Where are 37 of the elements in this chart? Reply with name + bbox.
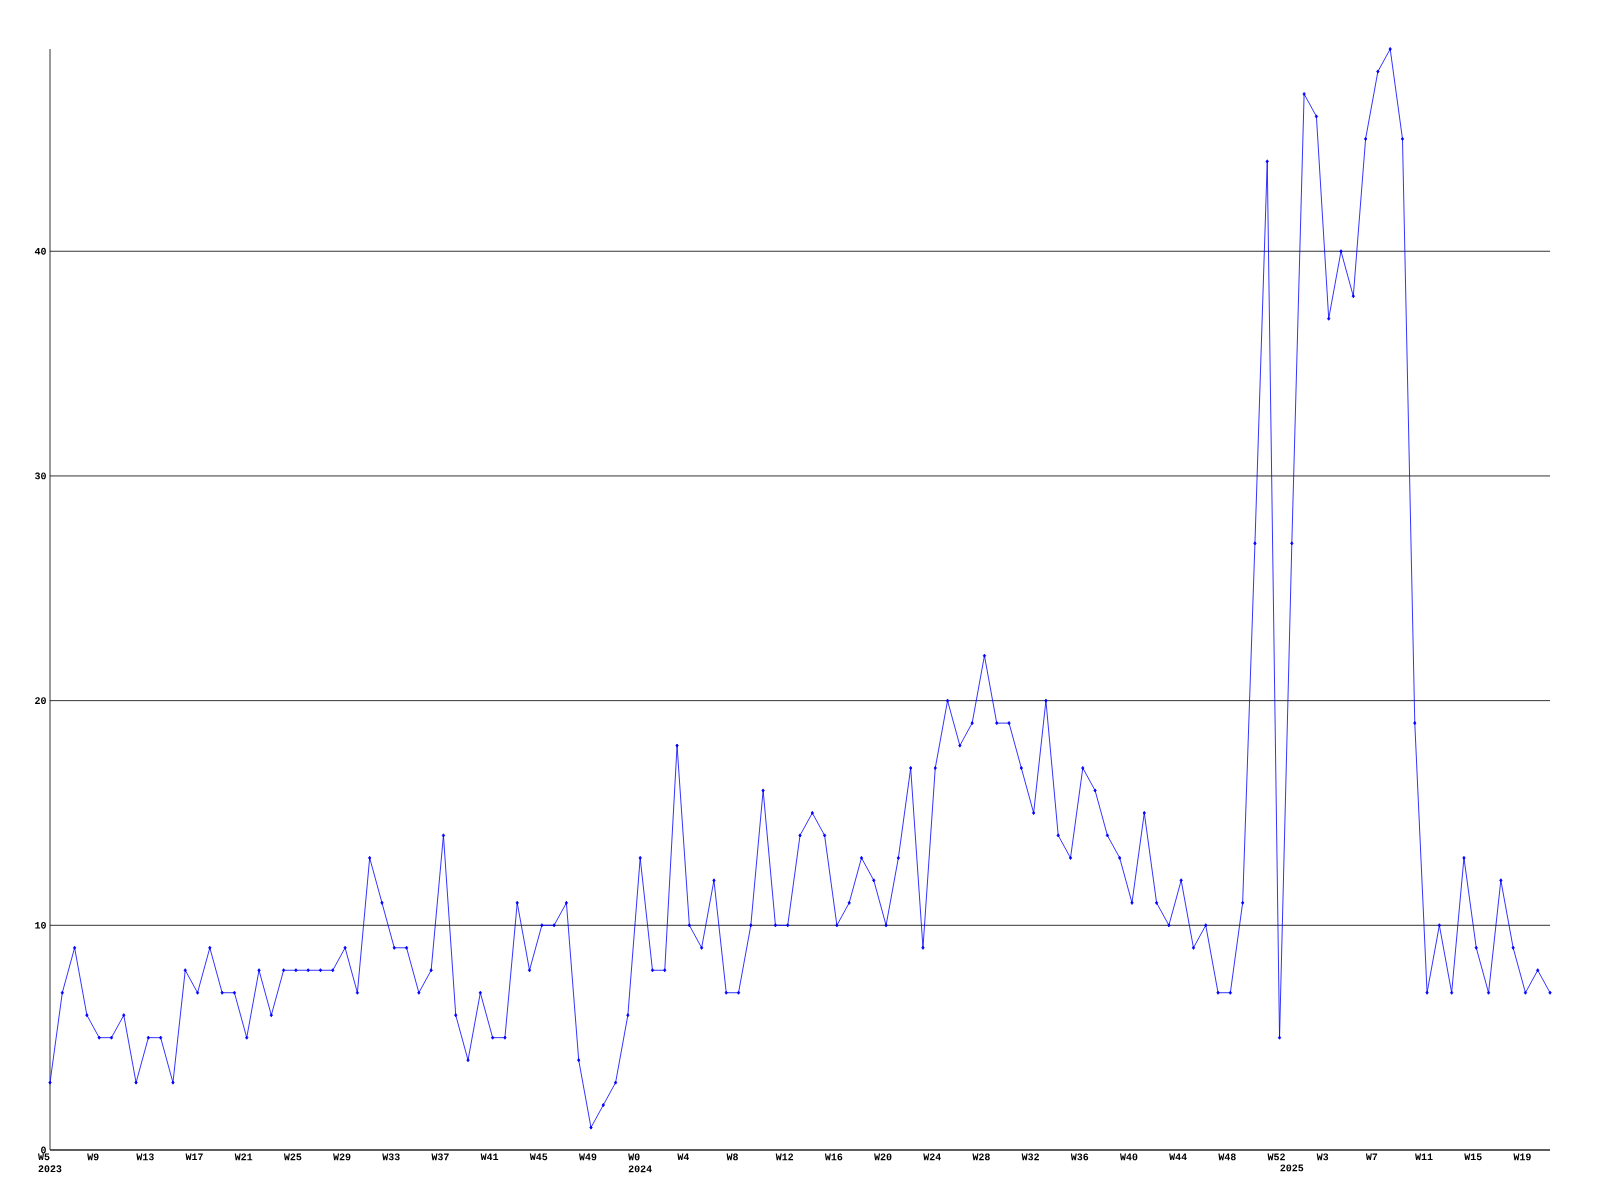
x-tick-label: W49 [579, 1153, 597, 1161]
x-tick-label: W28 [972, 1153, 990, 1161]
x-tick-label: W24 [923, 1153, 941, 1161]
y-tick-label: 20 [35, 697, 46, 704]
x-tick-label: W32 [1021, 1153, 1039, 1161]
x-tick-label: W48 [1218, 1153, 1236, 1161]
x-tick-label: W44 [1169, 1153, 1187, 1161]
x-tick-label: W8 [726, 1153, 738, 1161]
x-tick-label: W40 [1119, 1153, 1138, 1161]
x-tick-label: W5 2023 [38, 1153, 62, 1173]
x-tick-label: W13 [136, 1153, 154, 1161]
x-tick-label: W12 [775, 1153, 794, 1161]
x-tick-label: 2025 [1280, 1164, 1304, 1172]
x-tick-label: W7 [1365, 1153, 1378, 1161]
x-tick-label: W29 [333, 1153, 351, 1161]
x-tick-label: W16 [824, 1153, 843, 1161]
x-tick-label: W37 [431, 1153, 449, 1161]
x-tick-label: W9 [87, 1153, 99, 1161]
y-tick-label: 0 [41, 1146, 46, 1154]
x-tick-label: W11 [1415, 1153, 1433, 1161]
x-tick-label: W15 [1464, 1153, 1482, 1161]
y-tick-label: 40 [34, 247, 46, 255]
x-tick-label: W25 [283, 1153, 302, 1161]
x-tick-label: W33 [382, 1153, 400, 1161]
y-tick-label: 10 [35, 921, 46, 929]
x-tick-label: W4 [677, 1153, 690, 1161]
x-tick-label: W45 [529, 1153, 548, 1161]
x-tick-label: W52 [1267, 1153, 1285, 1161]
x-tick-label: W41 [480, 1153, 499, 1161]
x-tick-label: W17 [185, 1153, 203, 1161]
x-tick-label: W36 [1070, 1153, 1089, 1161]
x-tick-label: W3 [1316, 1153, 1329, 1161]
y-tick-label: 30 [34, 472, 46, 480]
x-tick-label: W19 [1513, 1153, 1531, 1161]
x-tick-label: W20 [874, 1153, 892, 1161]
x-tick-label: W21 [234, 1153, 253, 1161]
x-tick-label: W0 2024 [628, 1153, 652, 1173]
